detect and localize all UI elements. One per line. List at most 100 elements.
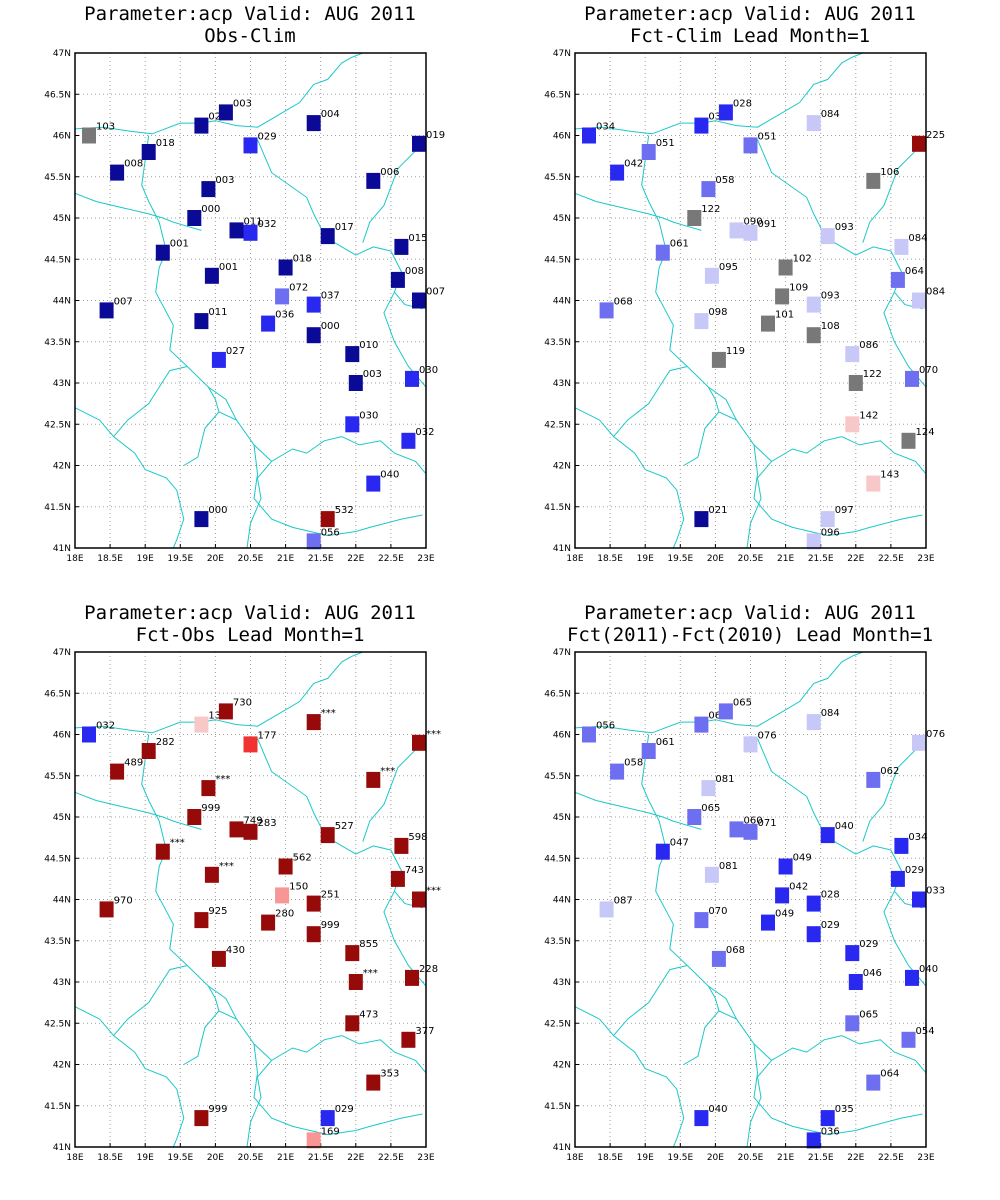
- station-value-label: 029: [905, 865, 924, 876]
- x-tick-label: 19E: [137, 1153, 154, 1163]
- station-value-label: 047: [670, 838, 689, 849]
- station-value-label: 124: [916, 427, 935, 438]
- station-value-label: 036: [821, 1126, 840, 1137]
- station-marker: [243, 224, 258, 241]
- station-value-label: 032: [96, 721, 115, 732]
- y-tick-label: 42.5N: [44, 420, 71, 430]
- station-marker: [194, 716, 209, 733]
- boundary-line: [341, 1035, 427, 1074]
- station-value-label: 051: [758, 131, 777, 142]
- y-tick-label: 41N: [53, 544, 71, 554]
- station-value-label: 046: [863, 968, 882, 979]
- station-marker: [243, 823, 258, 840]
- boundary-line: [746, 1060, 772, 1148]
- station-value-label: 855: [359, 939, 378, 950]
- station-marker: [912, 135, 926, 152]
- x-tick-label: 22.5E: [378, 554, 404, 564]
- y-tick-label: 43N: [553, 978, 571, 988]
- boundary-line: [74, 791, 202, 830]
- station-marker: [729, 821, 744, 838]
- station-marker: [243, 736, 258, 753]
- x-tick-label: 22E: [347, 1153, 364, 1163]
- y-tick-label: 41N: [553, 1143, 571, 1153]
- boundary-line: [707, 386, 720, 413]
- x-tick-label: 21E: [777, 1153, 794, 1163]
- station-value-label: 353: [380, 1069, 399, 1080]
- panel-title: Parameter:acp Valid: AUG 2011: [584, 3, 916, 25]
- station-value-label: 489: [124, 758, 143, 769]
- panel-subtitle: Obs-Clim: [204, 25, 296, 47]
- station-value-label: 062: [708, 711, 727, 722]
- plot-frame: [74, 52, 427, 549]
- x-tick-label: 19E: [137, 554, 154, 564]
- y-tick-label: 42N: [53, 462, 71, 472]
- station-value-label: 049: [775, 909, 794, 920]
- station-marker: [187, 809, 202, 825]
- station-marker: [345, 1015, 360, 1032]
- station-marker: [820, 827, 835, 844]
- x-tick-label: 20.5E: [738, 554, 764, 564]
- x-tick-label: 20E: [707, 554, 724, 564]
- station-marker: [866, 475, 881, 492]
- x-tick-label: 22E: [347, 554, 364, 564]
- station-marker: [718, 104, 733, 121]
- station-marker: [894, 837, 909, 854]
- station-marker: [694, 511, 709, 528]
- station-marker: [743, 736, 758, 753]
- y-tick-label: 44.5N: [44, 854, 71, 864]
- station-value-label: 065: [859, 1009, 878, 1020]
- station-marker: [320, 228, 335, 245]
- station-value-label: 021: [708, 505, 727, 516]
- station-marker: [806, 926, 821, 943]
- station-value-label: 087: [614, 895, 633, 906]
- panel-title: Parameter:acp Valid: AUG 2011: [84, 3, 416, 25]
- station-marker: [345, 416, 360, 433]
- station-marker: [390, 870, 405, 887]
- station-marker: [204, 866, 219, 883]
- y-tick-label: 43.5N: [544, 338, 571, 348]
- y-tick-label: 46N: [553, 731, 571, 741]
- station-marker: [599, 901, 614, 918]
- station-marker: [806, 327, 821, 344]
- boundary-line: [74, 1006, 185, 1148]
- boundary-line: [362, 742, 423, 842]
- station-value-label: 000: [321, 321, 340, 332]
- boundary-line: [113, 366, 188, 437]
- station-marker: [345, 346, 360, 363]
- station-value-label: 093: [821, 291, 840, 302]
- station-value-label: 028: [821, 890, 840, 901]
- station-marker: [306, 327, 321, 344]
- station-value-label: 251: [321, 890, 340, 901]
- station-marker: [201, 780, 216, 797]
- station-marker: [211, 351, 226, 368]
- station-value-label: 003: [363, 369, 382, 380]
- x-tick-label: 18E: [66, 554, 83, 564]
- station-value-label: 027: [226, 346, 245, 357]
- x-tick-label: 19.5E: [167, 554, 193, 564]
- station-value-label: 970: [114, 895, 133, 906]
- boundary-line: [246, 461, 272, 549]
- station-value-label: 598: [408, 832, 427, 843]
- boundary-line: [841, 1035, 927, 1074]
- x-tick-label: 20.5E: [238, 554, 264, 564]
- x-tick-label: 21.5E: [808, 554, 834, 564]
- station-value-label: 032: [258, 219, 277, 230]
- station-marker: [806, 533, 821, 550]
- boundary-line: [574, 1006, 685, 1148]
- station-marker: [912, 891, 926, 908]
- y-tick-label: 42.5N: [44, 1019, 71, 1029]
- y-tick-label: 45N: [53, 214, 71, 224]
- station-value-label: 096: [821, 527, 840, 538]
- station-value-label: 068: [614, 296, 633, 307]
- station-value-label: 034: [908, 832, 927, 843]
- station-marker: [366, 1074, 381, 1091]
- boundary-line: [183, 411, 237, 466]
- station-marker: [194, 117, 209, 134]
- station-value-label: 040: [835, 821, 854, 832]
- station-value-label: 024: [208, 112, 227, 123]
- station-marker: [905, 969, 919, 986]
- boundary-line: [141, 135, 342, 463]
- boundary-line: [207, 386, 220, 413]
- station-marker: [901, 432, 916, 449]
- station-value-label: 006: [380, 167, 399, 178]
